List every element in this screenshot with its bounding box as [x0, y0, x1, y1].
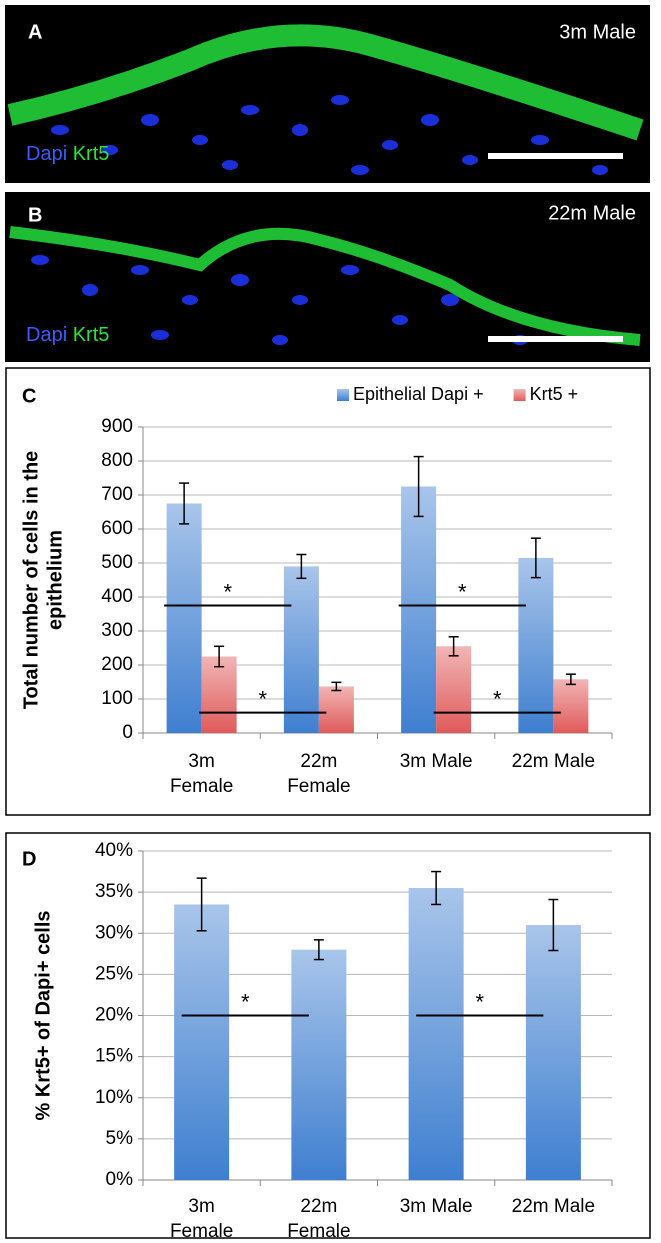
legend-label: Krt5 + [530, 384, 579, 404]
x-tick-label: 22m Male [512, 1196, 595, 1217]
y-tick-label: 800 [101, 450, 133, 471]
y-tick-label: 400 [101, 586, 133, 607]
x-tick-label: 3m Male [400, 1196, 473, 1217]
error-bar [448, 636, 459, 657]
stain-dapi: Dapi [26, 143, 67, 165]
bar [436, 646, 472, 733]
krt5-layer [7, 24, 644, 141]
y-tick-label: 30% [95, 922, 133, 943]
image-label: 22m Male [548, 202, 636, 224]
scale-bar [488, 153, 623, 159]
stain-krt5: Krt5 [73, 143, 110, 165]
legend-label: Epithelial Dapi + [353, 384, 484, 404]
y-tick-label: 40% [95, 840, 133, 861]
x-tick-label: 3m Male [400, 751, 473, 772]
x-tick-label: 22m [300, 1196, 337, 1217]
bar [401, 486, 437, 733]
bar [291, 949, 347, 1180]
y-tick-label: 20% [95, 1005, 133, 1026]
error-bar [413, 455, 424, 518]
panel-c-frame [5, 367, 651, 816]
error-bar [313, 939, 324, 961]
krt5-layer [9, 226, 641, 346]
bar [518, 557, 554, 733]
y-tick-label: 25% [95, 963, 133, 984]
error-bar [331, 681, 342, 692]
panel-letter: A [28, 21, 42, 43]
bar [201, 656, 237, 733]
y-axis-title: epithelium [44, 530, 66, 630]
y-tick-label: 600 [101, 518, 133, 539]
y-tick-label: 10% [95, 1087, 133, 1108]
stain-labels: Dapi Krt5 [26, 143, 109, 165]
x-tick-label: 22m Male [512, 751, 595, 772]
micrograph-a: A 3m Male Dapi Krt5 [5, 5, 650, 183]
bar [166, 503, 202, 733]
error-bar [548, 898, 559, 952]
y-tick-label: 500 [101, 552, 133, 573]
bar [525, 925, 581, 1180]
y-tick-label: 5% [106, 1128, 134, 1149]
panel-letter: C [22, 385, 36, 407]
image-label: 3m Male [559, 21, 636, 43]
bar [553, 679, 589, 733]
y-tick-label: 35% [95, 881, 133, 902]
panel-letter: D [22, 848, 36, 870]
nuclei [51, 95, 608, 175]
error-bar [296, 553, 307, 580]
bar [318, 686, 354, 733]
stain-dapi: Dapi [26, 324, 67, 346]
bar [408, 888, 464, 1180]
significance-star: * [458, 579, 467, 604]
error-bar [431, 870, 442, 906]
y-tick-label: 100 [101, 688, 133, 709]
bar [174, 904, 230, 1180]
y-tick-label: 0% [106, 1169, 134, 1190]
significance-star: * [493, 686, 502, 711]
y-tick-label: 900 [101, 416, 133, 437]
x-tick-label: Female [170, 776, 233, 797]
x-tick-label: Female [287, 776, 350, 797]
x-tick-label: 3m [188, 751, 214, 772]
y-axis-title: % Krt5+ of Dapi+ cells [32, 910, 54, 1120]
y-tick-label: 0 [122, 722, 133, 743]
x-tick-label: Female [170, 1221, 233, 1242]
panel-d-frame [5, 832, 651, 1239]
y-tick-label: 300 [101, 620, 133, 641]
legend-swatch [513, 389, 526, 401]
significance-star: * [475, 989, 484, 1014]
y-axis-title: Total number of cells in the [20, 451, 42, 710]
y-tick-label: 15% [95, 1046, 133, 1067]
error-bar [530, 537, 541, 579]
micrograph-b: B 22m Male Dapi Krt5 [5, 192, 650, 362]
stain-krt5: Krt5 [73, 324, 110, 346]
significance-star: * [223, 579, 232, 604]
y-tick-label: 200 [101, 654, 133, 675]
error-bar [196, 877, 207, 932]
significance-star: * [241, 989, 250, 1014]
x-tick-label: 22m [300, 751, 337, 772]
scale-bar [488, 336, 623, 342]
image-bg [5, 192, 650, 362]
panel-letter: B [28, 204, 42, 226]
error-bar [179, 482, 190, 525]
legend-swatch [337, 389, 349, 401]
y-tick-label: 700 [101, 484, 133, 505]
error-bar [565, 673, 576, 686]
error-bar [214, 645, 225, 668]
stain-labels: Dapi Krt5 [26, 324, 109, 346]
x-tick-label: Female [287, 1221, 350, 1242]
significance-star: * [258, 686, 267, 711]
bar [283, 566, 319, 733]
x-tick-label: 3m [188, 1196, 214, 1217]
nuclei [31, 255, 528, 345]
